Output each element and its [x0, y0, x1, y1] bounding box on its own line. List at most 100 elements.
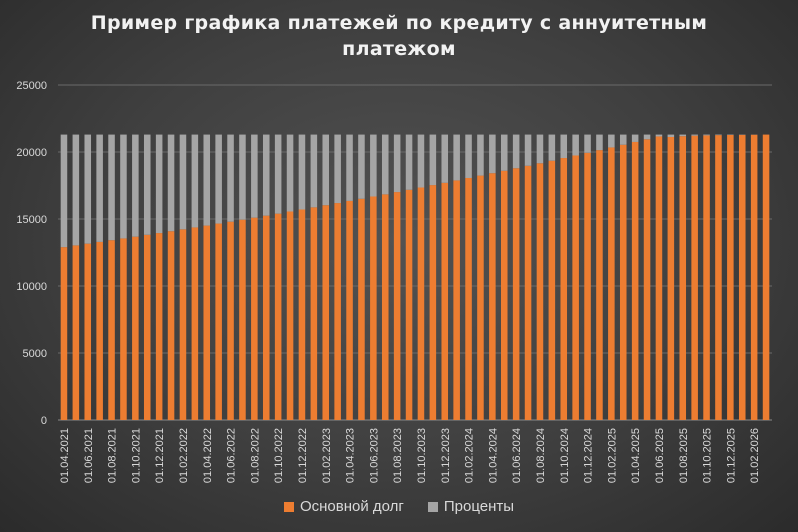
- chart-title-line-1: Пример графика платежей по кредиту с анн…: [90, 12, 708, 34]
- x-tick-label: 01.10.2023: [416, 428, 428, 483]
- x-tick-label: 01.02.2022: [178, 428, 190, 483]
- bar-principal: [72, 245, 80, 420]
- bar-interest: [167, 134, 175, 232]
- legend-swatch-principal: [283, 501, 294, 512]
- y-tick-label: 25000: [16, 80, 47, 92]
- bar-interest: [679, 134, 687, 137]
- x-tick-label: 01.12.2025: [725, 428, 737, 483]
- bar-principal: [381, 194, 389, 420]
- x-tick-label: 01.06.2024: [511, 428, 523, 483]
- bar-principal: [548, 160, 556, 420]
- bar-interest: [548, 134, 556, 161]
- bar-interest: [405, 134, 413, 190]
- bar-principal: [631, 141, 639, 420]
- bar-interest: [108, 134, 115, 241]
- x-axis-ticks: 01.04.2021 01.06.2021 01.08.2021 01.10.2021…: [59, 428, 761, 483]
- bar-interest: [298, 134, 306, 210]
- chart-title: Пример графика платежей по кредиту с анн…: [0, 10, 798, 62]
- bar-interest: [132, 134, 139, 237]
- bar-principal: [512, 168, 520, 420]
- bar-principal: [465, 177, 472, 420]
- bar-interest: [536, 134, 544, 164]
- bar-principal: [322, 205, 330, 420]
- x-tick-label: 01.04.2024: [487, 428, 499, 483]
- bar-principal: [560, 158, 568, 420]
- bar-interest: [417, 134, 425, 188]
- bar-interest: [560, 134, 568, 159]
- x-tick-label: 01.08.2024: [535, 428, 547, 483]
- y-axis-ticks: 0 5000 10000 15000 20000 25000: [16, 80, 47, 427]
- bar-principal: [727, 134, 734, 420]
- bar-interest: [286, 134, 294, 212]
- bar-interest: [441, 134, 449, 183]
- bar-interest: [453, 134, 460, 181]
- bar-principal: [274, 213, 282, 420]
- bar-principal: [643, 139, 651, 420]
- bar-principal: [489, 173, 496, 420]
- bar-principal: [572, 155, 579, 420]
- bar-principal: [750, 134, 758, 421]
- bar-interest: [120, 134, 127, 239]
- bar-interest: [274, 134, 282, 214]
- bar-principal: [262, 215, 270, 420]
- x-tick-label: 01.10.2021: [130, 428, 142, 483]
- y-tick-label: 20000: [16, 147, 47, 159]
- bar-interest: [667, 134, 675, 137]
- bar-interest: [346, 134, 353, 201]
- x-tick-label: 01.12.2021: [154, 428, 166, 483]
- bars: [60, 134, 770, 421]
- bar-interest: [512, 134, 520, 169]
- y-tick-label: 0: [41, 415, 47, 427]
- bar-principal: [215, 223, 222, 420]
- bar-interest: [631, 134, 639, 142]
- bar-interest: [429, 134, 437, 186]
- x-tick-label: 01.02.2023: [321, 428, 333, 483]
- bar-interest: [143, 134, 151, 235]
- bar-interest: [72, 134, 80, 246]
- bar-principal: [441, 182, 449, 420]
- bar-principal: [477, 175, 484, 420]
- x-tick-label: 01.04.2021: [59, 428, 71, 483]
- x-tick-label: 01.04.2022: [202, 428, 214, 483]
- bar-principal: [298, 209, 306, 420]
- bar-principal: [619, 144, 627, 420]
- bar-interest: [191, 134, 199, 228]
- bar-interest: [381, 134, 389, 195]
- bar-interest: [179, 134, 187, 230]
- legend-swatch-interest: [427, 501, 438, 512]
- bar-interest: [643, 134, 651, 140]
- x-tick-label: 01.06.2022: [226, 428, 238, 483]
- bar-interest: [596, 134, 603, 151]
- bar-principal: [191, 227, 199, 420]
- bar-interest: [584, 134, 591, 153]
- bar-interest: [227, 134, 234, 222]
- bar-principal: [738, 134, 746, 420]
- bar-principal: [84, 243, 92, 420]
- bar-principal: [310, 207, 318, 420]
- bar-interest: [524, 134, 532, 166]
- bar-principal: [453, 180, 460, 420]
- bar-interest: [215, 134, 222, 224]
- bar-principal: [762, 134, 770, 420]
- y-tick-label: 5000: [23, 348, 47, 360]
- bar-principal: [108, 240, 115, 420]
- bar-principal: [239, 219, 246, 420]
- bar-principal: [417, 187, 425, 420]
- gridlines: [58, 84, 772, 421]
- bar-interest: [703, 134, 710, 136]
- bar-interest: [500, 134, 508, 171]
- bar-principal: [155, 233, 163, 420]
- bar-principal: [596, 150, 603, 420]
- bar-interest: [465, 134, 472, 178]
- bar-principal: [286, 211, 294, 420]
- bar-principal: [334, 203, 341, 420]
- x-tick-label: 01.06.2021: [83, 428, 95, 483]
- bar-principal: [60, 247, 68, 420]
- bar-principal: [667, 136, 675, 420]
- legend-label-interest: Проценты: [443, 498, 515, 515]
- bar-interest: [84, 134, 92, 244]
- bar-interest: [619, 134, 627, 145]
- bar-interest: [155, 134, 163, 234]
- y-tick-label: 15000: [16, 214, 47, 226]
